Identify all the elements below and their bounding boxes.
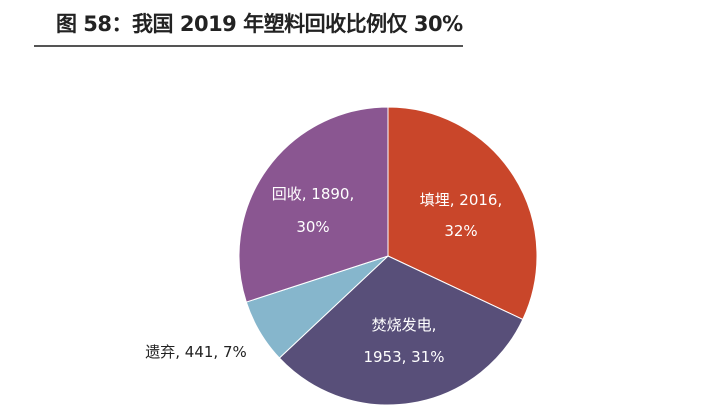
data-label-焚烧发电: 1953, 31%: [363, 348, 444, 366]
pie-slice-回收: [238, 106, 389, 303]
title-divider: [34, 45, 463, 47]
pie-slice-填埋: [387, 106, 538, 321]
data-label-回收: 回收, 1890,: [272, 185, 354, 203]
data-label-填埋: 32%: [444, 222, 477, 240]
data-label-焚烧发电: 焚烧发电,: [372, 316, 437, 334]
data-label-填埋: 填埋, 2016,: [420, 191, 502, 209]
data-label-遗弃: 遗弃, 441, 7%: [145, 343, 247, 361]
pie-slice-焚烧发电: [278, 255, 524, 406]
data-label-回收: 30%: [296, 218, 329, 236]
chart-title: 图 58：我国 2019 年塑料回收比例仅 30%: [56, 12, 463, 36]
